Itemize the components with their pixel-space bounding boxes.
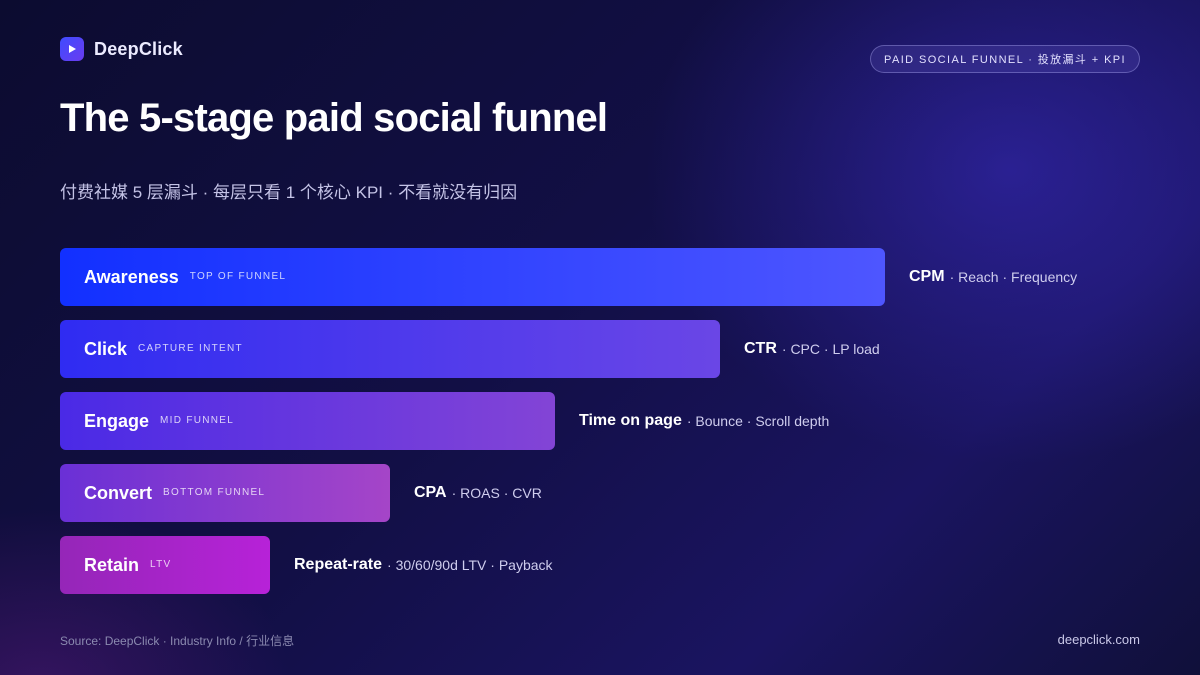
stage-tag: BOTTOM FUNNEL	[163, 486, 266, 498]
kpi-primary: CPM	[909, 268, 945, 285]
funnel-stage-convert: Convert BOTTOM FUNNEL	[60, 464, 390, 522]
kpi-primary: CPA	[414, 484, 447, 501]
topic-badge: PAID SOCIAL FUNNEL · 投放漏斗 + KPI	[870, 45, 1140, 73]
stage-tag: MID FUNNEL	[160, 414, 235, 426]
kpi-secondary: · Bounce · Scroll depth	[686, 413, 830, 429]
stage-kpis-click: CTR · CPC · LP load	[744, 320, 880, 378]
kpi-secondary: · Reach · Frequency	[949, 269, 1078, 285]
stage-tag: TOP OF FUNNEL	[189, 270, 287, 282]
page-subtitle: 付费社媒 5 层漏斗 · 每层只看 1 个核心 KPI · 不看就没有归因	[60, 183, 518, 202]
stage-name: Convert	[84, 482, 153, 503]
website-url: deepclick.com	[1057, 632, 1140, 647]
play-icon	[60, 37, 84, 61]
stage-name: Engage	[84, 410, 150, 431]
stage-tag: LTV	[150, 558, 172, 570]
funnel-stage-engage: Engage MID FUNNEL	[60, 392, 555, 450]
brand-name: DeepClick	[94, 38, 183, 59]
stage-kpis-engage: Time on page · Bounce · Scroll depth	[579, 392, 829, 450]
stage-tag: CAPTURE INTENT	[138, 342, 243, 354]
source-note: Source: DeepClick · Industry Info / 行业信息	[60, 634, 295, 648]
funnel-stage-retain: Retain LTV	[60, 536, 270, 594]
kpi-secondary: · ROAS · CVR	[451, 485, 542, 501]
page-title: The 5-stage paid social funnel	[60, 96, 608, 140]
kpi-secondary: · CPC · LP load	[781, 341, 880, 357]
funnel-stage-click: Click CAPTURE INTENT	[60, 320, 720, 378]
stage-kpis-awareness: CPM · Reach · Frequency	[909, 248, 1077, 306]
brand: DeepClick	[60, 37, 183, 61]
kpi-primary: Time on page	[579, 412, 682, 429]
stage-name: Click	[84, 338, 128, 359]
stage-name: Retain	[84, 554, 140, 575]
funnel-stage-awareness: Awareness TOP OF FUNNEL	[60, 248, 885, 306]
kpi-primary: Repeat-rate	[294, 556, 383, 573]
kpi-primary: CTR	[744, 340, 777, 357]
kpi-secondary: · 30/60/90d LTV · Payback	[387, 557, 553, 573]
stage-kpis-convert: CPA · ROAS · CVR	[414, 464, 542, 522]
stage-name: Awareness	[84, 266, 179, 287]
stage-kpis-retain: Repeat-rate · 30/60/90d LTV · Payback	[294, 536, 553, 594]
